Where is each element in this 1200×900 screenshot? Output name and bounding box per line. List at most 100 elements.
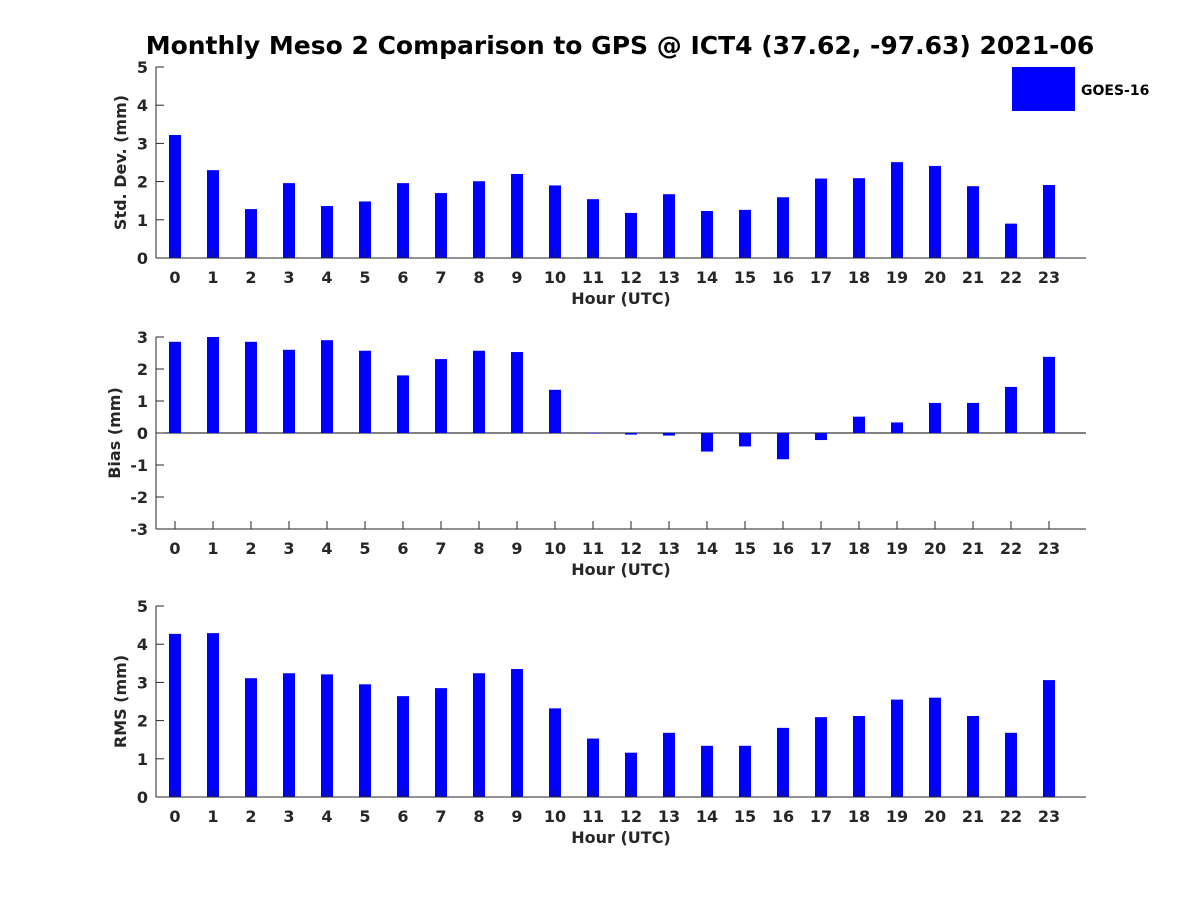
- x-tick-label: 20: [924, 268, 946, 287]
- bar-hour-4: [321, 340, 333, 433]
- x-tick-label: 19: [886, 807, 908, 826]
- legend-swatch: [1012, 67, 1075, 111]
- x-tick-label: 22: [1000, 807, 1022, 826]
- bar-hour-3: [283, 673, 295, 797]
- x-tick-label: 12: [620, 807, 642, 826]
- bar-hour-18: [853, 416, 865, 433]
- y-axis-label: Bias (mm): [105, 387, 124, 479]
- bar-hour-20: [929, 165, 941, 258]
- x-tick-label: 15: [734, 807, 756, 826]
- bar-hour-16: [777, 197, 789, 258]
- x-tick-label: 16: [772, 807, 794, 826]
- y-tick-label: 3: [137, 328, 148, 347]
- x-axis-label: Hour (UTC): [571, 828, 671, 847]
- bar-hour-19: [891, 422, 903, 433]
- bar-hour-21: [967, 402, 979, 433]
- y-tick-label: 1: [137, 211, 148, 230]
- y-tick-label: 2: [137, 173, 148, 192]
- x-tick-label: 23: [1038, 268, 1060, 287]
- x-tick-label: 15: [734, 268, 756, 287]
- bar-hour-17: [815, 178, 827, 258]
- y-tick-label: 2: [137, 360, 148, 379]
- bar-hour-14: [701, 433, 713, 452]
- x-tick-label: 7: [435, 539, 446, 558]
- x-tick-label: 9: [511, 268, 522, 287]
- bar-hour-7: [435, 688, 447, 797]
- bar-hour-6: [397, 183, 409, 258]
- bar-hour-8: [473, 350, 485, 433]
- bar-hour-6: [397, 375, 409, 433]
- bar-hour-21: [967, 716, 979, 797]
- bar-hour-14: [701, 211, 713, 258]
- bar-hour-0: [169, 341, 181, 433]
- y-tick-label: 0: [137, 424, 148, 443]
- x-tick-label: 6: [397, 539, 408, 558]
- bar-hour-2: [245, 341, 257, 433]
- x-tick-label: 1: [207, 539, 218, 558]
- x-tick-label: 13: [658, 539, 680, 558]
- y-tick-label: 1: [137, 750, 148, 769]
- bar-hour-12: [625, 433, 637, 435]
- x-tick-label: 17: [810, 268, 832, 287]
- y-tick-label: -1: [130, 456, 148, 475]
- bar-hour-6: [397, 696, 409, 797]
- bar-hour-19: [891, 162, 903, 258]
- bar-hour-16: [777, 727, 789, 797]
- bar-hour-10: [549, 708, 561, 797]
- legend: GOES-16: [1012, 67, 1149, 111]
- x-tick-label: 18: [848, 807, 870, 826]
- x-tick-label: 12: [620, 539, 642, 558]
- x-tick-label: 5: [359, 268, 370, 287]
- x-tick-label: 3: [283, 807, 294, 826]
- bar-hour-14: [701, 745, 713, 797]
- bar-hour-17: [815, 433, 827, 441]
- bar-hour-20: [929, 697, 941, 797]
- x-tick-label: 8: [473, 268, 484, 287]
- bar-hour-11: [587, 199, 599, 258]
- x-tick-label: 17: [810, 807, 832, 826]
- x-axis-label: Hour (UTC): [571, 289, 671, 308]
- y-tick-label: -3: [130, 520, 148, 539]
- x-tick-label: 5: [359, 807, 370, 826]
- bar-hour-22: [1005, 732, 1017, 797]
- x-tick-label: 18: [848, 539, 870, 558]
- x-axis-label: Hour (UTC): [571, 560, 671, 579]
- x-tick-label: 1: [207, 807, 218, 826]
- bar-hour-15: [739, 745, 751, 797]
- x-tick-label: 10: [544, 539, 566, 558]
- y-axis-label: RMS (mm): [111, 655, 130, 748]
- x-tick-label: 10: [544, 268, 566, 287]
- x-tick-label: 5: [359, 539, 370, 558]
- x-tick-label: 9: [511, 539, 522, 558]
- x-tick-label: 16: [772, 539, 794, 558]
- x-tick-label: 21: [962, 807, 984, 826]
- bar-hour-22: [1005, 386, 1017, 433]
- x-tick-label: 23: [1038, 539, 1060, 558]
- bar-hour-9: [511, 352, 523, 433]
- x-tick-label: 6: [397, 268, 408, 287]
- figure-title: Monthly Meso 2 Comparison to GPS @ ICT4 …: [146, 31, 1095, 60]
- x-tick-label: 20: [924, 807, 946, 826]
- bar-hour-1: [207, 337, 219, 433]
- x-tick-label: 2: [245, 807, 256, 826]
- bar-hour-1: [207, 170, 219, 258]
- x-tick-label: 2: [245, 539, 256, 558]
- x-tick-label: 13: [658, 268, 680, 287]
- x-tick-label: 8: [473, 539, 484, 558]
- x-tick-label: 12: [620, 268, 642, 287]
- bar-hour-23: [1043, 356, 1055, 433]
- bar-hour-5: [359, 350, 371, 433]
- bar-hour-11: [587, 738, 599, 797]
- bar-hour-7: [435, 359, 447, 433]
- bar-hour-11: [587, 433, 599, 434]
- bar-hour-13: [663, 433, 675, 436]
- bar-hour-4: [321, 674, 333, 797]
- x-tick-label: 19: [886, 539, 908, 558]
- y-tick-label: 5: [137, 597, 148, 616]
- bar-hour-2: [245, 678, 257, 797]
- bar-hour-23: [1043, 680, 1055, 797]
- x-tick-label: 1: [207, 268, 218, 287]
